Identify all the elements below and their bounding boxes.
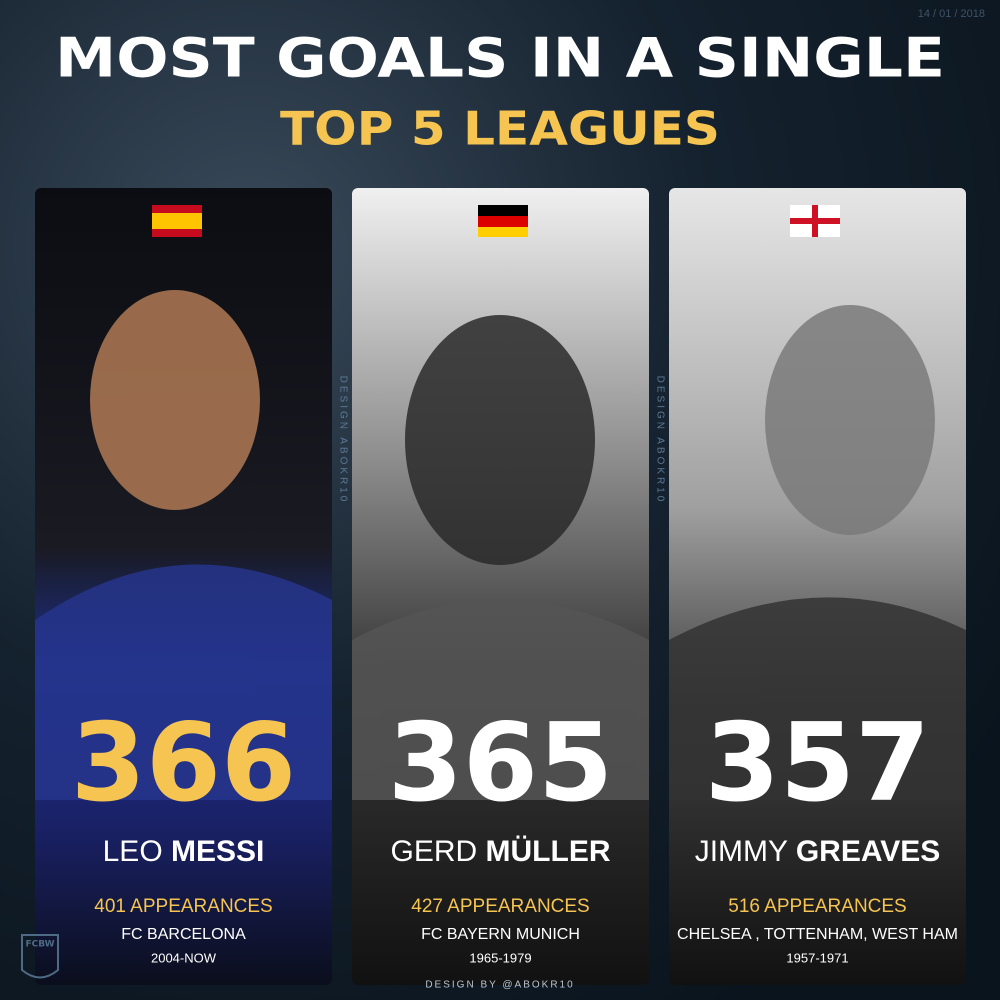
- player-name: GERD MÜLLER: [390, 835, 610, 868]
- first-name: LEO: [103, 835, 163, 868]
- logo: FCBW: [21, 934, 59, 979]
- goals: 365: [388, 701, 613, 826]
- subtitle: TOP 5 LEAGUES: [280, 102, 720, 156]
- years: 2004-NOW: [151, 950, 217, 965]
- appearances: 401 APPEARANCES: [94, 896, 272, 917]
- clubs: CHELSEA , TOTTENHAM, WEST HAM: [677, 926, 958, 943]
- logo-text: FCBW: [25, 940, 54, 950]
- player-silhouette: [35, 290, 966, 800]
- goals: 357: [705, 701, 930, 826]
- years: 1957-1971: [786, 950, 848, 965]
- flag-germany: [478, 205, 528, 237]
- years: 1965-1979: [469, 950, 531, 965]
- last-name: MÜLLER: [486, 835, 611, 868]
- first-name: JIMMY: [695, 835, 788, 868]
- watermark: DESIGN ABOKR10: [654, 376, 665, 505]
- goals: 366: [71, 701, 296, 826]
- flag-england: [790, 205, 840, 237]
- player-name: JIMMY GREAVES: [695, 835, 941, 868]
- appearances: 427 APPEARANCES: [411, 896, 589, 917]
- last-name: MESSI: [171, 835, 264, 868]
- appearances: 516 APPEARANCES: [728, 896, 906, 917]
- first-name: GERD: [390, 835, 477, 868]
- footer: DESIGN BY @ABOKR10: [425, 980, 574, 991]
- flag-spain: [152, 205, 202, 237]
- last-name: GREAVES: [796, 835, 940, 868]
- clubs: FC BAYERN MUNICH: [421, 926, 580, 943]
- watermark: DESIGN ABOKR10: [337, 376, 348, 505]
- player-name: LEO MESSI: [103, 835, 265, 868]
- card-texts: 366 LEO MESSI 401 APPEARANCES FC BARCELONA 2…: [71, 701, 958, 966]
- date: 14 / 01 / 2018: [918, 8, 985, 20]
- title: MOST GOALS IN A SINGLE: [55, 27, 945, 90]
- clubs: FC BARCELONA: [121, 926, 246, 943]
